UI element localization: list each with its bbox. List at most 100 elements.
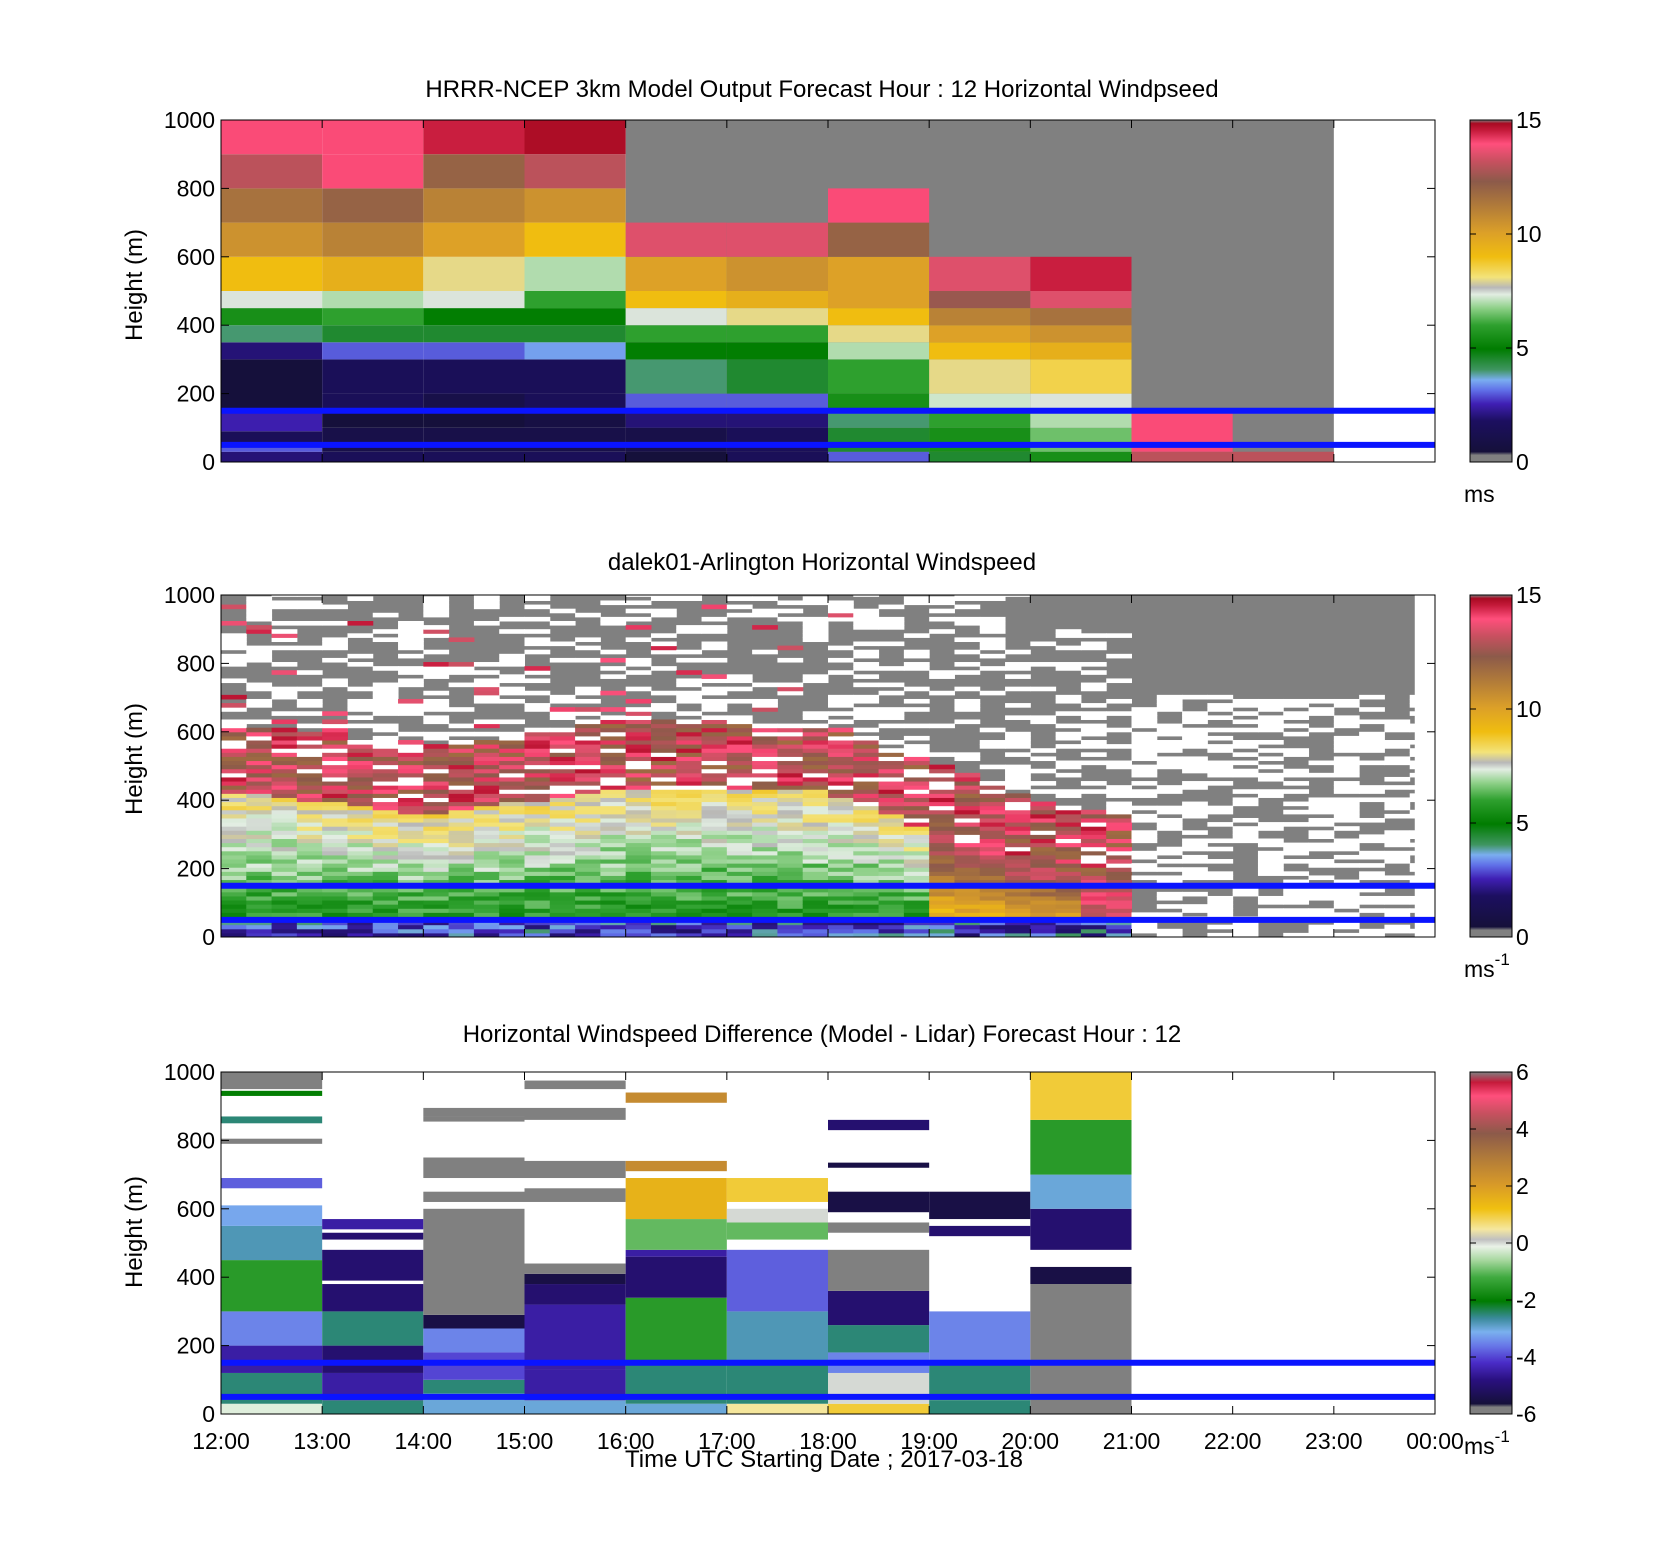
- lidar-cell: [549, 891, 576, 897]
- lidar-cell: [625, 904, 652, 909]
- lidar-cell: [296, 875, 323, 881]
- lidar-cell: [296, 764, 323, 770]
- lidar-cell: [1030, 879, 1057, 885]
- lidar-cell: [221, 813, 247, 819]
- lidar-cell: [929, 908, 955, 913]
- lidar-cell: [828, 805, 854, 811]
- lidar-cell: [499, 690, 525, 696]
- lidar-cell: [600, 620, 627, 626]
- heatmap-cell: [726, 1178, 828, 1202]
- lidar-cell: [448, 789, 475, 794]
- lidar-cell: [752, 723, 778, 729]
- lidar-cell: [1055, 711, 1082, 716]
- y-tick-label: 600: [177, 1196, 215, 1222]
- lidar-cell: [296, 813, 323, 819]
- lidar-cell: [954, 703, 981, 708]
- heatmap-cell: [828, 256, 930, 291]
- lidar-cell: [1156, 760, 1183, 766]
- lidar-cell: [650, 760, 677, 766]
- x-tick-label: 13:00: [293, 1428, 351, 1454]
- lidar-cell: [499, 928, 525, 934]
- lidar-cell: [372, 871, 399, 876]
- lidar-cell: [752, 830, 778, 835]
- lidar-cell: [853, 682, 880, 688]
- heatmap-cell: [625, 359, 727, 394]
- lidar-cell: [549, 797, 576, 803]
- lidar-cell: [423, 842, 450, 848]
- lidar-cell: [221, 760, 247, 766]
- lidar-cell: [271, 662, 298, 667]
- lidar-cell: [802, 637, 829, 643]
- lidar-cell: [929, 924, 955, 930]
- lidar-cell: [752, 809, 778, 815]
- lidar-cell: [878, 760, 905, 766]
- lidar-cell: [372, 756, 399, 762]
- lidar-cell: [372, 863, 399, 868]
- lidar-cell: [802, 629, 829, 634]
- lidar-cell: [954, 686, 981, 692]
- lidar-cell: [878, 932, 905, 938]
- lidar-cell: [1232, 727, 1259, 733]
- lidar-cell: [448, 768, 475, 774]
- lidar-cell: [1257, 727, 1284, 733]
- lidar-cell: [979, 830, 1006, 835]
- lidar-cell: [271, 904, 298, 909]
- lidar-cell: [878, 854, 905, 860]
- lidar-cell: [878, 871, 905, 876]
- lidar-cell: [676, 768, 703, 774]
- lidar-cell: [1005, 781, 1031, 786]
- lidar-cell: [347, 879, 374, 885]
- lidar-cell: [1080, 731, 1107, 737]
- lidar-cell: [423, 781, 450, 786]
- lidar-cell: [1359, 797, 1385, 803]
- lidar-cell: [1055, 850, 1082, 856]
- lidar-cell: [1156, 740, 1183, 745]
- lidar-cell: [777, 891, 804, 897]
- heatmap-cell: [1030, 256, 1132, 291]
- lidar-cell: [802, 834, 829, 840]
- lidar-cell: [1005, 785, 1031, 790]
- heatmap-cell: [524, 1107, 626, 1120]
- lidar-cell: [246, 625, 273, 630]
- lidar-cell: [752, 789, 778, 794]
- lidar-cell: [903, 600, 930, 606]
- lidar-cell: [246, 826, 273, 831]
- lidar-cell: [954, 863, 981, 868]
- heatmap-cell: [1030, 1072, 1132, 1120]
- lidar-cell: [650, 891, 677, 897]
- lidar-cell: [676, 760, 703, 766]
- lidar-cell: [1080, 645, 1107, 651]
- lidar-cell: [271, 932, 298, 938]
- lidar-cell: [347, 723, 374, 729]
- lidar-cell: [802, 822, 829, 827]
- lidar-cell: [625, 891, 652, 897]
- lidar-cell: [221, 789, 247, 794]
- lidar-cell: [1308, 859, 1335, 864]
- lidar-cell: [777, 768, 804, 774]
- lidar-cell: [777, 657, 804, 663]
- colorbar-tick-label: -4: [1516, 1344, 1537, 1370]
- lidar-cell: [1384, 859, 1411, 864]
- lidar-cell: [1182, 727, 1208, 733]
- lidar-cell: [676, 895, 703, 901]
- lidar-cell: [246, 686, 273, 692]
- lidar-cell: [777, 793, 804, 798]
- colorbar-tick-label: 6: [1516, 1059, 1529, 1085]
- lidar-cell: [372, 830, 399, 835]
- heatmap-cell: [929, 1191, 1031, 1220]
- lidar-cell: [372, 932, 399, 938]
- lidar-cell: [448, 875, 475, 881]
- heatmap-cell: [625, 1092, 727, 1103]
- lidar-cell: [1333, 895, 1360, 901]
- lidar-cell: [448, 904, 475, 909]
- lidar-cell: [398, 740, 424, 745]
- lidar-cell: [473, 682, 500, 688]
- lidar-cell: [347, 620, 374, 626]
- lidar-cell: [1030, 781, 1057, 786]
- lidar-cell: [448, 793, 475, 798]
- lidar-cell: [1333, 924, 1360, 930]
- lidar-cell: [878, 752, 905, 757]
- lidar-cell: [221, 867, 247, 872]
- lidar-cell: [1005, 895, 1031, 901]
- lidar-cell: [650, 863, 677, 868]
